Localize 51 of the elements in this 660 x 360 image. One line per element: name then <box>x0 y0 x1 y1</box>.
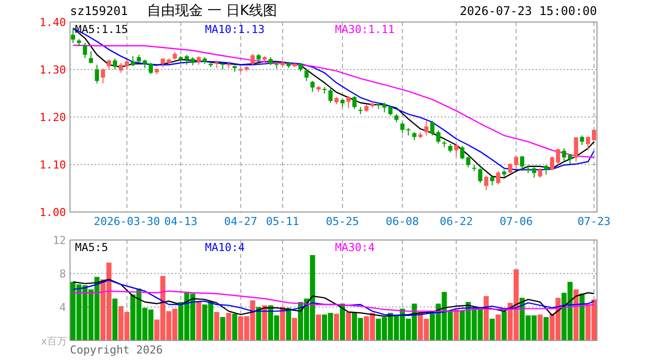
x-tick-label: 06-08 <box>386 215 419 228</box>
bar <box>214 312 220 340</box>
bar <box>220 317 226 340</box>
y-tick-label: 1.20 <box>40 111 66 124</box>
x-tick-label: 05-11 <box>266 215 300 228</box>
bar <box>538 314 543 340</box>
bar <box>502 311 507 340</box>
bar <box>232 314 238 340</box>
y-tick-label: 12 <box>52 234 66 247</box>
x-tick-label: 05-25 <box>326 215 360 228</box>
text: MA30:4 <box>335 241 376 254</box>
x-tick-label: 07-23 <box>577 215 611 228</box>
bar <box>334 314 340 340</box>
bar <box>346 312 352 340</box>
bar <box>286 308 292 340</box>
x-tick-label: 04-13 <box>164 215 198 228</box>
text: MA10:1.13 <box>205 23 265 36</box>
y-tick-label: 1.30 <box>40 64 66 76</box>
text: MA5:5 <box>75 241 108 254</box>
bar <box>544 317 549 340</box>
y-tick-label: 4 <box>59 301 66 314</box>
text: MA10:4 <box>205 241 246 254</box>
x-tick-label: 04-27 <box>224 215 258 228</box>
x-tick-label: 2026-03-30 <box>94 215 160 228</box>
y-tick-label: 1.00 <box>40 206 66 219</box>
bar <box>112 298 118 340</box>
bar <box>454 310 459 340</box>
y-tick-label: 1.10 <box>40 158 66 172</box>
series-label: MA5:1.15 <box>75 23 128 36</box>
text: 2026-07-23 15:00:00 <box>460 4 597 18</box>
line-series <box>72 290 595 312</box>
y-tick-label: 8 <box>59 268 66 280</box>
text: sz159201 <box>70 4 128 18</box>
y-tick-label: 1.40 <box>40 16 66 29</box>
bar <box>496 314 501 340</box>
chart-title: 自由现金 一 日K线图 <box>146 3 278 19</box>
text: Copyright 2026 <box>70 344 163 356</box>
y-axis-title: x百万 <box>41 336 67 348</box>
bar <box>196 302 202 340</box>
bar <box>484 296 489 340</box>
x-tick-label: 06-22 <box>440 215 473 228</box>
bar <box>340 304 346 340</box>
line-series <box>72 44 595 158</box>
x-tick-label: 07-06 <box>500 215 533 228</box>
bar <box>316 314 322 340</box>
bar <box>579 294 585 340</box>
bar <box>573 289 579 340</box>
bar <box>226 312 232 340</box>
bar <box>292 318 298 340</box>
text: MA30:1.11 <box>335 23 395 36</box>
bar <box>490 318 495 340</box>
